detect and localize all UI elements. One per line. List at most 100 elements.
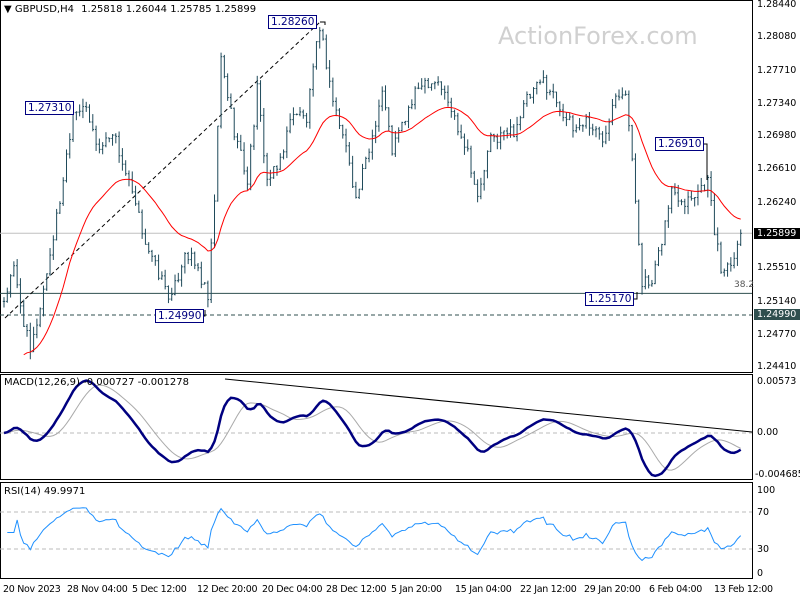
price-bar bbox=[157, 254, 160, 281]
price-bar bbox=[38, 307, 42, 328]
price-bar bbox=[25, 324, 29, 337]
anno-leader bbox=[320, 21, 326, 25]
price-bar bbox=[131, 171, 134, 194]
price-bar bbox=[62, 177, 65, 206]
price-bar bbox=[216, 125, 219, 202]
price-bar bbox=[81, 98, 85, 119]
price-bar bbox=[19, 278, 22, 314]
price-bar bbox=[311, 63, 315, 97]
rsi-axis-label: 0 bbox=[757, 568, 764, 579]
price-axis-label: 1.26610 bbox=[757, 163, 797, 175]
price-bar bbox=[640, 242, 644, 295]
macd-signal-line bbox=[3, 384, 741, 471]
price-bar bbox=[206, 280, 210, 308]
price-bar bbox=[167, 285, 170, 304]
price-bar bbox=[269, 169, 272, 186]
symbol-label: GBPUSD,H4 bbox=[14, 4, 74, 15]
rsi-axis-label: 30 bbox=[757, 544, 770, 555]
time-axis-label: 28 Dec 12:00 bbox=[326, 584, 387, 595]
price-bar bbox=[565, 112, 568, 127]
price-bar bbox=[111, 134, 114, 146]
price-bar bbox=[318, 27, 321, 49]
price-bar bbox=[98, 138, 101, 154]
price-bar bbox=[732, 252, 736, 269]
price-bar bbox=[302, 109, 305, 119]
price-bar bbox=[2, 297, 6, 308]
price-bar bbox=[381, 86, 384, 112]
price-bar bbox=[170, 287, 173, 301]
price-bar bbox=[32, 326, 35, 353]
price-bar bbox=[229, 93, 233, 109]
price-bar bbox=[341, 124, 344, 139]
price-bar bbox=[663, 220, 667, 246]
price-bar bbox=[538, 79, 542, 85]
price-bar bbox=[667, 205, 670, 228]
dropdown-triangle-icon[interactable]: ▼ bbox=[4, 4, 12, 15]
price-bar bbox=[680, 199, 683, 206]
support-price-tag: 1.24990 bbox=[754, 309, 800, 320]
price-bar bbox=[427, 78, 430, 89]
time-axis-label: 6 Feb 04:00 bbox=[649, 584, 702, 595]
price-bar bbox=[410, 99, 414, 110]
price-bar bbox=[417, 82, 420, 90]
price-bar bbox=[476, 179, 479, 203]
price-bar bbox=[627, 90, 631, 132]
price-bar bbox=[726, 262, 729, 277]
price-bar bbox=[719, 241, 723, 274]
price-bar bbox=[654, 260, 657, 285]
time-axis-label: 28 Nov 04:00 bbox=[67, 584, 128, 595]
price-bar bbox=[331, 77, 335, 107]
price-bar bbox=[94, 125, 98, 151]
price-bar bbox=[91, 114, 94, 132]
price-bar bbox=[177, 272, 180, 283]
price-bar bbox=[55, 208, 58, 241]
moving-average-line bbox=[23, 106, 741, 356]
price-bar bbox=[390, 125, 394, 156]
price-bar bbox=[529, 93, 532, 99]
time-axis-label: 13 Feb 12:00 bbox=[714, 584, 773, 595]
price-bar bbox=[482, 169, 486, 191]
price-bar bbox=[709, 171, 713, 206]
price-bar bbox=[548, 89, 552, 96]
price-bar bbox=[621, 87, 624, 100]
price-bar bbox=[338, 108, 341, 130]
price-bar bbox=[45, 273, 48, 291]
price-bar bbox=[288, 113, 292, 134]
macd-line bbox=[3, 379, 742, 478]
macd-trendline bbox=[224, 378, 753, 433]
price-bar bbox=[558, 101, 562, 117]
price-bar bbox=[486, 150, 489, 179]
price-bar bbox=[200, 261, 203, 289]
price-bar bbox=[354, 181, 358, 199]
price-bar bbox=[581, 124, 585, 132]
price-bar bbox=[75, 111, 78, 121]
price-bar bbox=[134, 185, 137, 206]
rsi-axis-label: 100 bbox=[757, 485, 776, 496]
price-bar bbox=[598, 126, 601, 140]
price-bar bbox=[686, 191, 690, 215]
price-bar bbox=[223, 54, 226, 79]
price-bar bbox=[85, 101, 88, 112]
rsi-title: RSI(14) 49.9971 bbox=[4, 486, 86, 497]
price-bar bbox=[233, 107, 236, 141]
price-bar bbox=[683, 198, 686, 215]
price-bar bbox=[12, 261, 16, 277]
price-bar bbox=[637, 199, 640, 246]
price-axis-label: 1.26240 bbox=[757, 196, 797, 208]
price-bar bbox=[736, 240, 739, 266]
price-bar bbox=[344, 128, 348, 153]
price-bar bbox=[15, 259, 19, 289]
price-bar bbox=[144, 228, 147, 245]
price-bar bbox=[660, 243, 663, 256]
price-bar bbox=[657, 247, 660, 267]
price-bar bbox=[183, 252, 187, 274]
price-bar bbox=[673, 183, 677, 196]
price-bar bbox=[173, 274, 177, 296]
price-bar bbox=[644, 269, 647, 290]
price-bar bbox=[295, 113, 298, 116]
time-axis-label: 5 Jan 20:00 bbox=[391, 584, 442, 595]
price-bar bbox=[114, 133, 118, 144]
price-bar bbox=[690, 190, 693, 201]
price-bar bbox=[578, 118, 581, 131]
price-bar bbox=[532, 87, 535, 104]
